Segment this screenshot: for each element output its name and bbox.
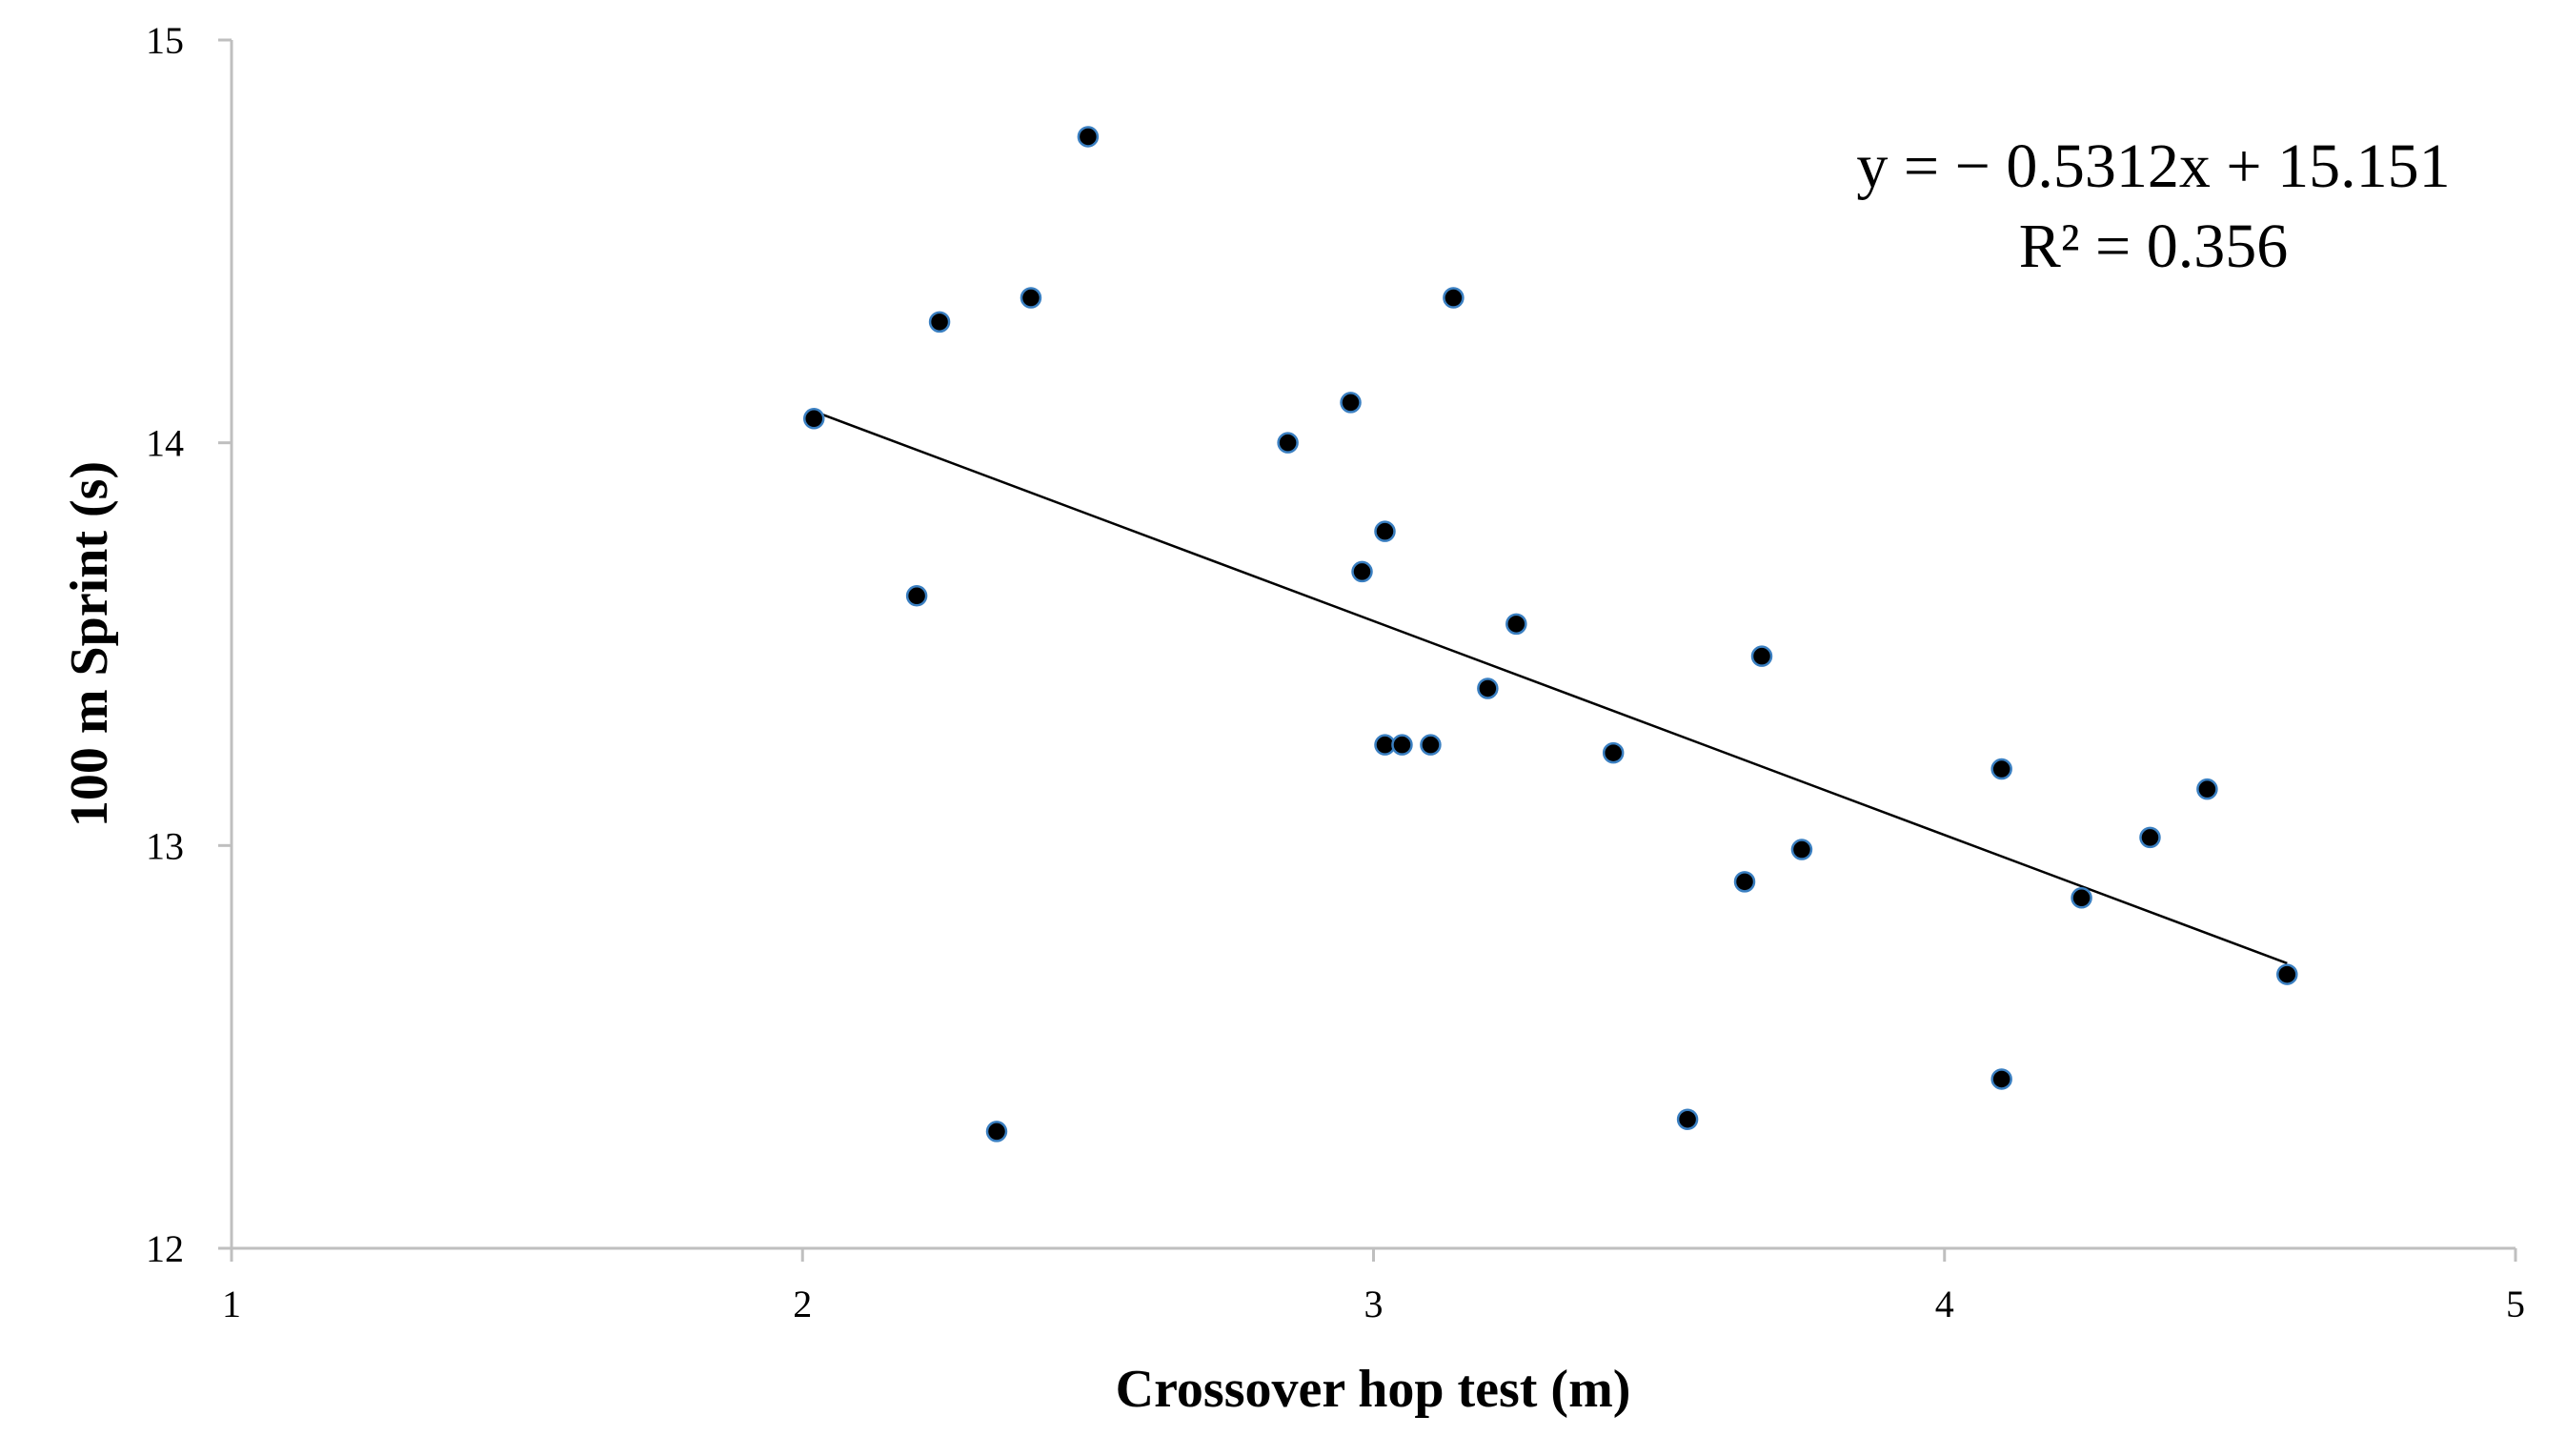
trendline-r-squared: R² = 0.356: [2019, 212, 2289, 281]
data-point: [905, 585, 928, 607]
data-point: [1676, 1108, 1699, 1130]
data-point: [802, 408, 825, 430]
trendline-equation: y = − 0.5312x + 15.151: [1856, 131, 2450, 201]
y-tick-label: 14: [146, 422, 184, 465]
data-point: [2196, 778, 2218, 800]
x-tick-label: 4: [1935, 1283, 1954, 1325]
x-ticks: 1 2 3 4 5: [222, 1248, 2525, 1325]
data-point: [2139, 826, 2161, 849]
data-point: [1391, 734, 1413, 756]
x-tick-label: 2: [793, 1283, 812, 1325]
data-point: [1340, 392, 1362, 414]
data-point: [1733, 871, 1756, 893]
data-point: [1477, 677, 1499, 699]
data-point: [2276, 963, 2298, 985]
data-point: [1990, 758, 2012, 780]
trendline-line: [813, 410, 2288, 965]
data-point: [1077, 126, 1100, 148]
y-axis-title: 100 m Sprint (s): [60, 461, 119, 827]
data-point: [1990, 1068, 2012, 1090]
data-point: [1277, 432, 1299, 454]
x-tick-label: 5: [2506, 1283, 2525, 1325]
y-ticks: 12 13 14 15: [146, 19, 232, 1270]
y-tick-label: 13: [146, 824, 184, 867]
data-point: [985, 1121, 1008, 1143]
data-point: [1790, 839, 1813, 860]
x-tick-label: 1: [222, 1283, 241, 1325]
data-point: [1505, 613, 1527, 636]
y-tick-label: 12: [146, 1227, 184, 1270]
data-point: [1443, 287, 1465, 309]
data-points: [802, 126, 2298, 1143]
data-point: [1602, 741, 1625, 764]
data-point: [1351, 560, 1373, 583]
trendline: [813, 410, 2288, 965]
data-point: [1420, 734, 1442, 756]
data-point: [1020, 287, 1042, 309]
data-point: [2071, 887, 2092, 909]
data-point: [1374, 520, 1396, 542]
x-axis-title: Crossover hop test (m): [1116, 1360, 1631, 1419]
data-point: [1750, 645, 1773, 667]
y-tick-label: 15: [146, 19, 184, 62]
x-tick-label: 3: [1364, 1283, 1384, 1325]
data-point: [928, 311, 951, 334]
